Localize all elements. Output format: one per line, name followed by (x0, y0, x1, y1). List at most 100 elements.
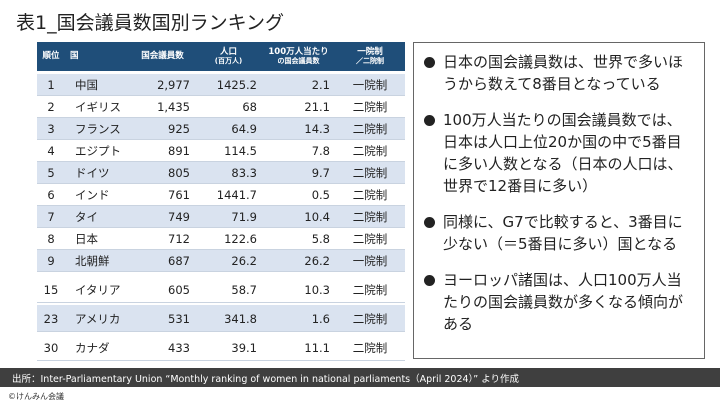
bullet-dot (424, 217, 435, 228)
table-cell: 2 (47, 100, 55, 114)
table-row (37, 118, 405, 140)
table-cell: 605 (168, 282, 190, 297)
bullet-text: 日本の国会議員数は、世界で多いほうから数えて8番目となっている (443, 53, 684, 93)
table-cell: 二院制 (352, 166, 388, 180)
bullet-item: 同様に、G7で比較すると、3番目に少ない（＝5番目に多い）国となる (424, 211, 696, 255)
header-cell: 国会議員数 (130, 42, 195, 71)
table-row (37, 140, 405, 162)
table-cell: 21.1 (304, 100, 330, 114)
table-row (37, 206, 405, 228)
table-cell: 687 (168, 254, 190, 268)
table-cell: 68 (242, 100, 257, 114)
table-cell: 10.3 (304, 282, 330, 297)
table-cell: ドイツ (75, 166, 110, 180)
table-row (37, 250, 405, 272)
table-cell: 10.4 (304, 210, 330, 224)
table-cell: 一院制 (352, 78, 388, 92)
table-cell: 8 (47, 232, 55, 246)
header-text: (百万人) (214, 57, 243, 66)
table-cell: 83.3 (231, 166, 257, 180)
table-row (37, 305, 405, 332)
table-cell: 433 (168, 340, 190, 355)
table-cell: 925 (168, 122, 190, 136)
table-cell: 4 (47, 144, 55, 158)
table-cell: 805 (168, 166, 190, 180)
table-cell: タイ (75, 210, 98, 224)
table-cell: 1441.7 (216, 188, 257, 202)
table-cell: 二院制 (352, 311, 388, 326)
table-cell: 9.7 (311, 166, 330, 180)
credit: ©けんみん会議 (8, 392, 64, 401)
header-row (37, 42, 405, 71)
table-cell: 日本 (75, 232, 98, 246)
bullet-text: ヨーロッパ諸国は、人口100万人当たりの国会議員数が多くなる傾向がある (443, 271, 684, 333)
table-cell: 2,977 (157, 78, 190, 92)
table-cell: 二院制 (352, 282, 388, 297)
header-cell: 一院制 ／二院制 (335, 42, 405, 71)
table-cell: 3 (47, 122, 55, 136)
table-cell: 23 (43, 311, 59, 326)
table-cell: 531 (168, 311, 190, 326)
table-cell: 341.8 (224, 311, 257, 326)
table-cell: 30 (43, 340, 59, 355)
table-cell: 14.3 (304, 122, 330, 136)
bullet-text: 100万人当たりの国会議員数では、日本は人口上位20か国の中で5番目に多い人数と… (443, 111, 683, 195)
table-cell: 7 (47, 210, 55, 224)
table-cell: 中国 (75, 78, 98, 92)
notes-box: 日本の国会議員数は、世界で多いほうから数えて8番目となっている 100万人当たりの… (413, 42, 705, 359)
table-cell: 北朝鮮 (75, 254, 110, 268)
table-cell: 二院制 (352, 232, 388, 246)
table-cell: 122.6 (224, 232, 257, 246)
table-cell: カナダ (75, 340, 110, 355)
bullet-dot (424, 115, 435, 126)
table-cell: 15 (43, 282, 59, 297)
bullet-item: 日本の国会議員数は、世界で多いほうから数えて8番目となっている (424, 51, 696, 95)
header-text: の国会議員数 (277, 57, 320, 66)
header-text: 国 (70, 51, 79, 62)
table-cell: 一院制 (352, 254, 388, 268)
table-row (37, 228, 405, 250)
table-cell: 二院制 (352, 188, 388, 202)
table-cell: 二院制 (352, 340, 388, 355)
slide-title: 表1_国会議員数国別ランキング (16, 12, 285, 34)
table-cell: 二院制 (352, 100, 388, 114)
table-cell: 1 (47, 78, 55, 92)
table-cell: インド (75, 188, 110, 202)
table-cell: 749 (168, 210, 190, 224)
header-text: 人口 (219, 46, 237, 57)
table-cell: 二院制 (352, 122, 388, 136)
table-cell: 64.9 (231, 122, 257, 136)
table-cell: 1425.2 (216, 78, 257, 92)
header-text: 国会議員数 (141, 51, 184, 62)
table-cell: フランス (75, 122, 121, 136)
table-row (37, 184, 405, 206)
table-cell: 58.7 (231, 282, 257, 297)
header-cell: 国 (65, 42, 130, 71)
bullet-item: 100万人当たりの国会議員数では、日本は人口上位20か国の中で5番目に多い人数と… (424, 109, 696, 197)
header-text: 100万人当たり (268, 46, 329, 57)
table-row (37, 74, 405, 96)
table-cell: エジプト (75, 144, 121, 158)
table-row (37, 162, 405, 184)
bullet-item: ヨーロッパ諸国は、人口100万人当たりの国会議員数が多くなる傾向がある (424, 269, 696, 335)
source-note: 出所：Inter-Parliamentary Union “Monthly ra… (0, 368, 720, 387)
table-cell: イギリス (75, 100, 121, 114)
table-cell: 39.1 (231, 340, 257, 355)
table-cell: 71.9 (231, 210, 257, 224)
table-row (37, 276, 405, 303)
table-cell: 二院制 (352, 144, 388, 158)
table-cell: アメリカ (75, 311, 121, 326)
table-cell: 9 (47, 254, 55, 268)
table-cell: 7.8 (311, 144, 330, 158)
table-cell: 114.5 (224, 144, 257, 158)
table-cell: 891 (168, 144, 190, 158)
header-cell: 順位 (37, 42, 65, 71)
table-cell: 712 (168, 232, 190, 246)
header-cell: 100万人当たり の国会議員数 (262, 42, 335, 71)
table-cell: 26.2 (304, 254, 330, 268)
bullet-dot (424, 275, 435, 286)
table-row (37, 334, 405, 361)
table-cell: 0.5 (311, 188, 330, 202)
header-text: 一院制 (357, 46, 383, 57)
